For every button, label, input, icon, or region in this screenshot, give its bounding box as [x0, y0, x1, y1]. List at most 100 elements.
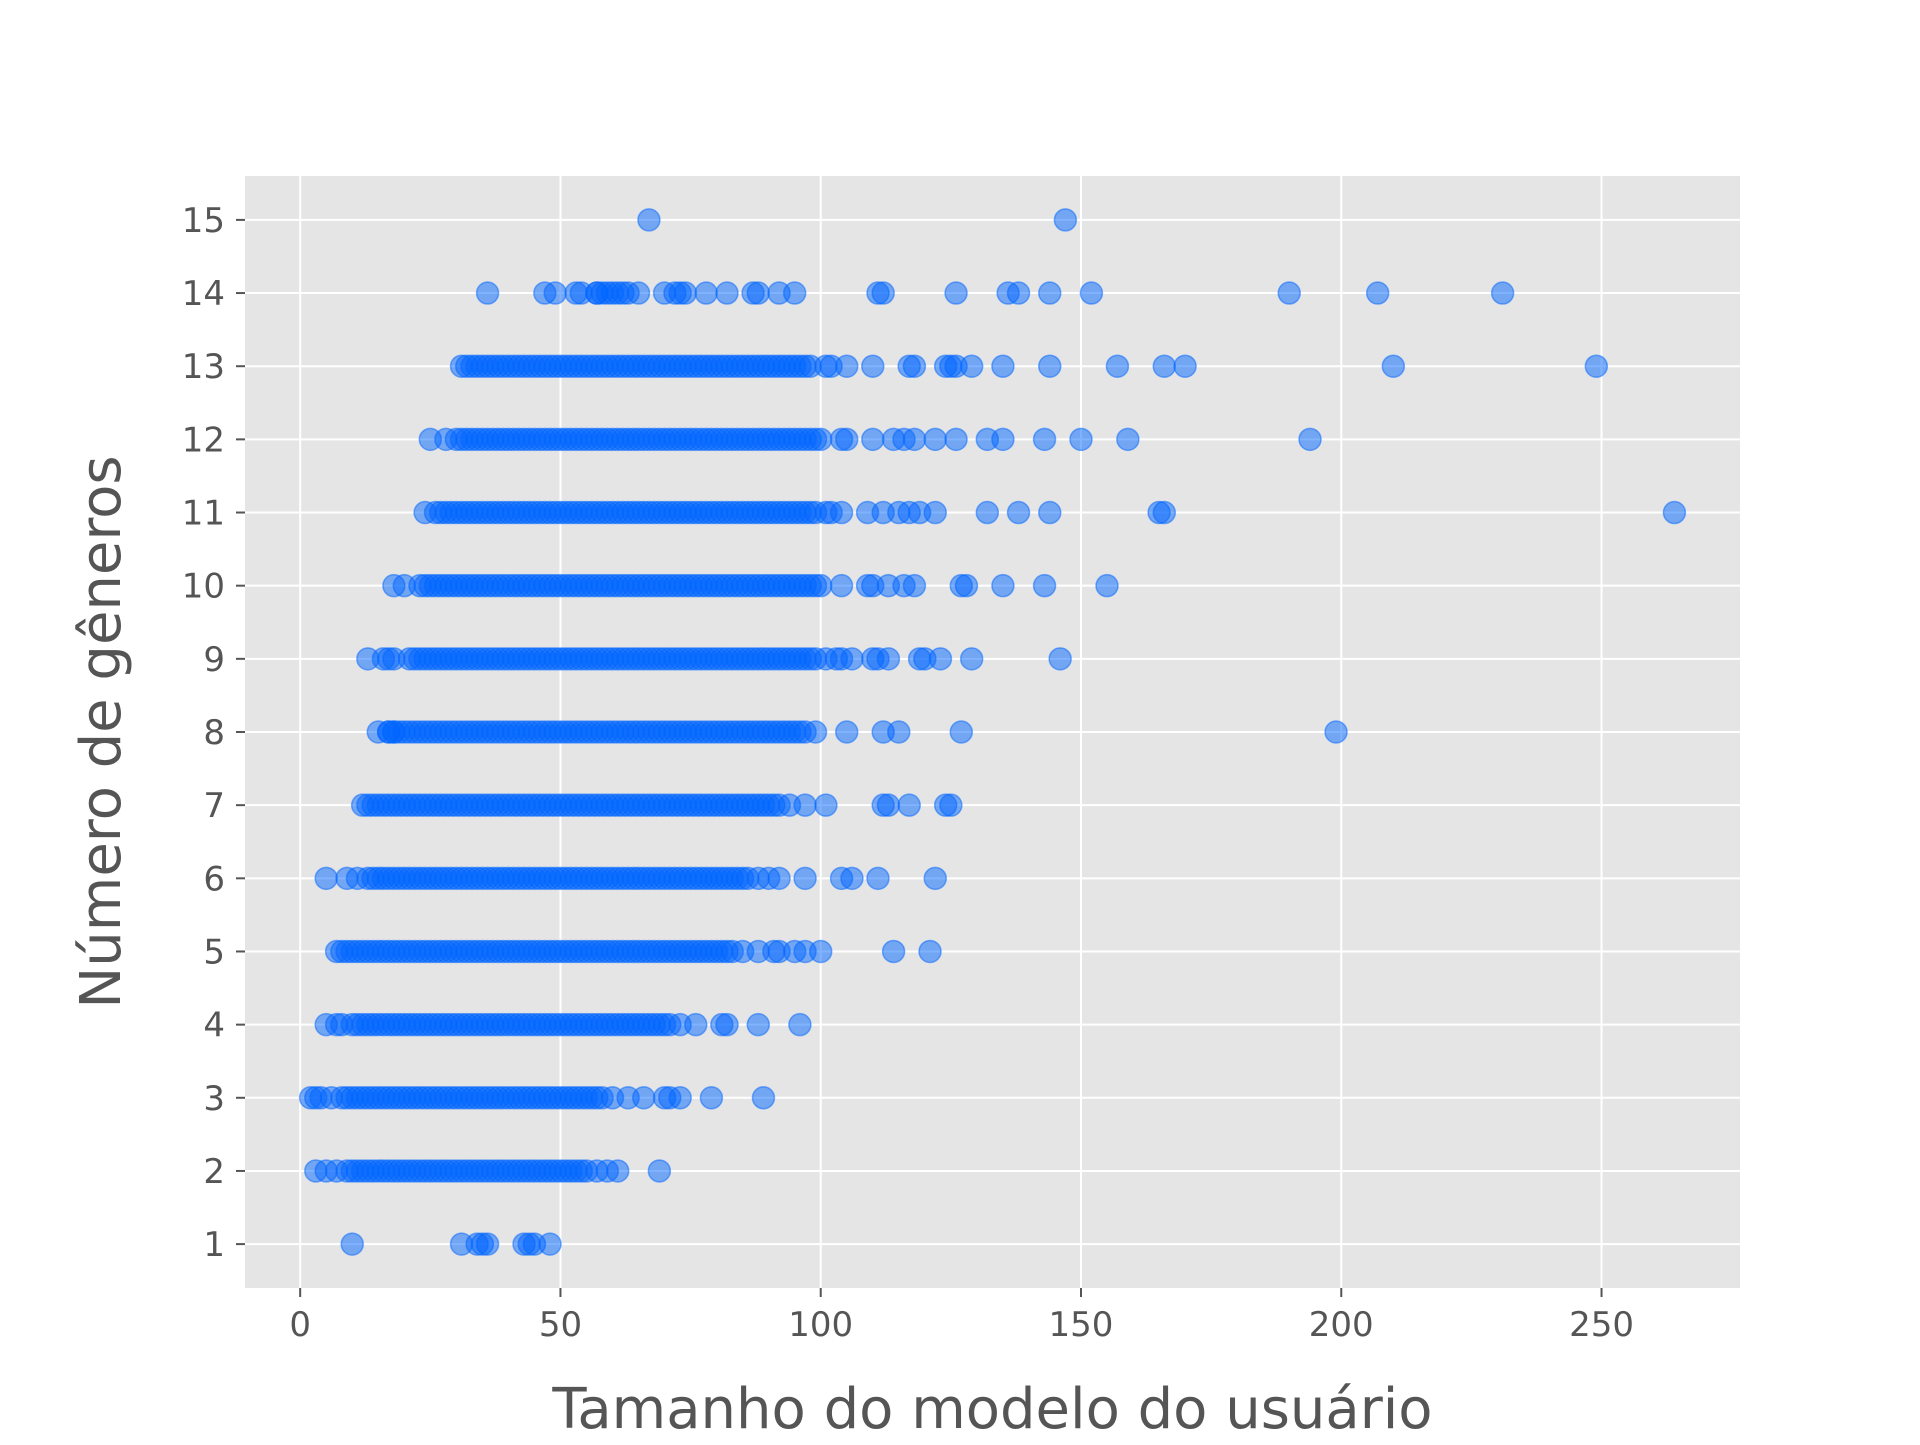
data-point [673, 281, 698, 305]
data-point [350, 793, 375, 817]
data-point [782, 281, 807, 305]
data-point [793, 793, 817, 817]
data-point [902, 573, 927, 598]
data-point [1048, 647, 1072, 671]
data-point [335, 1159, 359, 1183]
data-point [340, 1232, 364, 1256]
data-point [605, 1159, 630, 1183]
y-tick-label: 13 [182, 347, 225, 387]
data-point [834, 354, 859, 378]
y-tick-label: 3 [203, 1079, 225, 1119]
y-tick-label: 4 [203, 1006, 225, 1046]
data-points [298, 208, 1687, 1256]
data-point [647, 1159, 672, 1183]
data-point [626, 281, 651, 305]
x-tick-label: 0 [289, 1305, 311, 1345]
y-tick-label: 14 [182, 274, 225, 314]
x-tick-label: 200 [1309, 1305, 1374, 1345]
data-point [939, 793, 963, 817]
data-point [1069, 427, 1093, 452]
y-tick-label: 15 [182, 201, 225, 241]
data-point [475, 281, 500, 305]
data-point [1152, 354, 1177, 378]
data-point [1053, 208, 1078, 232]
data-point [314, 866, 338, 891]
data-point [840, 866, 864, 891]
data-point [543, 281, 567, 305]
data-point [434, 427, 458, 452]
data-point [902, 354, 927, 378]
data-point [746, 281, 771, 305]
data-point [319, 1086, 344, 1110]
data-point [959, 354, 984, 378]
data-point [767, 866, 791, 891]
data-point [808, 939, 833, 964]
data-point [944, 281, 968, 305]
y-tick-label: 9 [203, 640, 225, 680]
data-point [475, 1232, 500, 1256]
data-point [538, 1232, 562, 1256]
data-point [834, 720, 859, 744]
data-point [918, 939, 942, 964]
data-point [959, 647, 984, 671]
data-point [585, 281, 609, 305]
data-point [975, 500, 1000, 525]
data-point [423, 500, 448, 525]
data-point [1365, 281, 1390, 305]
data-point [928, 647, 953, 671]
data-point [1006, 281, 1031, 305]
data-point [1038, 354, 1062, 378]
data-point [631, 1086, 656, 1110]
data-point [866, 866, 890, 891]
data-point [861, 427, 885, 452]
data-point [1032, 427, 1057, 452]
y-tick-label: 8 [203, 713, 225, 753]
data-point [1038, 500, 1062, 525]
data-point [668, 1086, 692, 1110]
data-point [1079, 281, 1104, 305]
data-point [923, 500, 947, 525]
data-point [1324, 720, 1348, 744]
data-point [923, 866, 947, 891]
data-point [991, 354, 1015, 378]
data-point [1152, 500, 1177, 525]
data-point [1490, 281, 1515, 305]
data-point [991, 573, 1015, 598]
y-tick-label: 1 [203, 1225, 225, 1265]
y-axis-label: Número de gêneros [69, 455, 134, 1008]
data-point [345, 866, 370, 891]
data-point [382, 647, 406, 671]
data-point [751, 1086, 776, 1110]
data-point [1038, 281, 1062, 305]
data-point [840, 647, 864, 671]
x-tick-label: 150 [1049, 1305, 1114, 1345]
data-point [829, 573, 854, 598]
data-point [944, 427, 968, 452]
data-point [1006, 500, 1031, 525]
y-tick-label: 11 [182, 494, 225, 534]
data-point [1662, 500, 1687, 525]
y-tick-label: 12 [182, 420, 225, 460]
data-point [991, 427, 1015, 452]
y-tick-label: 2 [203, 1152, 225, 1192]
x-tick-label: 250 [1569, 1305, 1634, 1345]
data-point [330, 1012, 354, 1037]
data-point [694, 281, 718, 305]
y-tick-label: 10 [182, 567, 225, 607]
y-tick-label: 5 [203, 932, 225, 972]
data-point [788, 1012, 812, 1037]
data-point [1116, 427, 1140, 452]
y-tick-label: 7 [203, 786, 225, 826]
data-point [834, 427, 859, 452]
data-point [949, 720, 974, 744]
data-point [1277, 281, 1301, 305]
data-point [808, 427, 833, 452]
data-point [881, 939, 906, 964]
data-point [1032, 573, 1057, 598]
data-point [1298, 427, 1322, 452]
data-point [793, 866, 817, 891]
x-tick-label: 50 [539, 1305, 582, 1345]
data-point [637, 208, 661, 232]
